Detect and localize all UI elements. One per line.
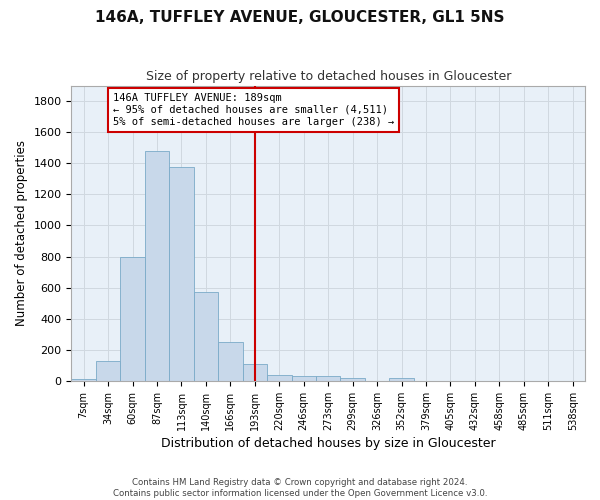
Bar [121,256,145,381]
Y-axis label: Number of detached properties: Number of detached properties [15,140,28,326]
Title: Size of property relative to detached houses in Gloucester: Size of property relative to detached ho… [146,70,511,83]
Bar [169,167,194,381]
Bar [242,364,267,381]
Bar [194,292,218,381]
Bar [218,342,242,381]
Bar [145,151,169,381]
Text: 146A, TUFFLEY AVENUE, GLOUCESTER, GL1 5NS: 146A, TUFFLEY AVENUE, GLOUCESTER, GL1 5N… [95,10,505,25]
Text: 146A TUFFLEY AVENUE: 189sqm
← 95% of detached houses are smaller (4,511)
5% of s: 146A TUFFLEY AVENUE: 189sqm ← 95% of det… [113,94,394,126]
Bar [267,375,292,381]
X-axis label: Distribution of detached houses by size in Gloucester: Distribution of detached houses by size … [161,437,496,450]
Bar [292,376,316,381]
Text: Contains HM Land Registry data © Crown copyright and database right 2024.
Contai: Contains HM Land Registry data © Crown c… [113,478,487,498]
Bar [389,378,414,381]
Bar [96,360,121,381]
Bar [71,380,96,381]
Bar [316,376,340,381]
Bar [340,378,365,381]
